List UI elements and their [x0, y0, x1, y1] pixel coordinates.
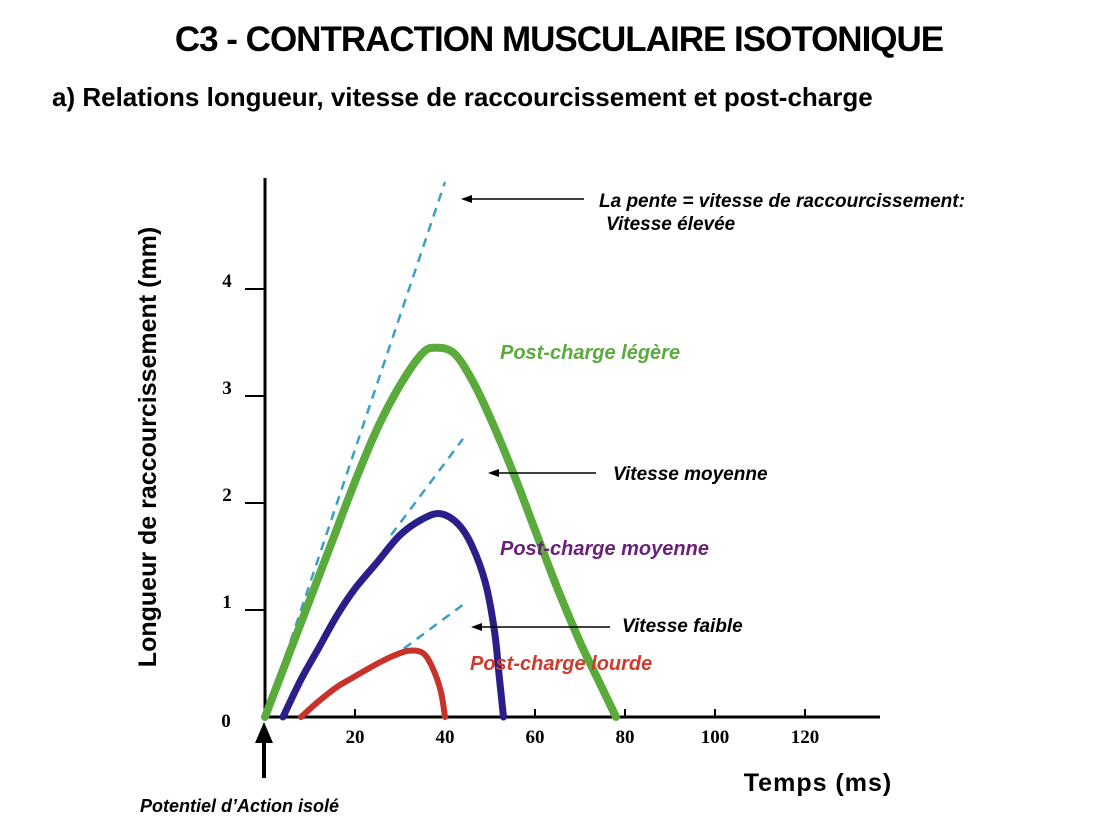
- page-title: C3 - CONTRACTION MUSCULAIRE ISOTONIQUE: [174, 20, 944, 59]
- y-ticks: 1 2 3 4: [222, 271, 265, 613]
- y-tick-label: 3: [222, 378, 232, 399]
- slope-title-annotation: La pente = vitesse de raccourcissement:: [599, 191, 965, 212]
- y-tick-label: 2: [222, 485, 232, 506]
- slope-high-annotation: Vitesse élevée: [606, 214, 736, 235]
- slope-line-medium: [389, 438, 465, 536]
- page-subtitle: a) Relations longueur, vitesse de raccou…: [52, 82, 873, 112]
- y-tick-label: 4: [222, 271, 232, 292]
- x-ticks: 20 40 60 80 100 120: [346, 709, 820, 748]
- y-tick-label: 1: [222, 592, 232, 613]
- slope-line-high: [263, 181, 447, 718]
- slope-low-annotation: Vitesse faible: [622, 616, 743, 637]
- x-tick-label: 100: [701, 727, 730, 748]
- x-tick-label: 40: [436, 727, 455, 748]
- x-tick-label: 80: [616, 727, 635, 748]
- x-tick-label: 20: [346, 727, 365, 748]
- series-label-heavy: Post-charge lourde: [470, 653, 652, 675]
- arrow-high-head: [461, 195, 472, 203]
- series-line-heavy: [298, 647, 448, 720]
- x-tick-label: 120: [791, 727, 820, 748]
- slope-lines: [263, 181, 465, 718]
- series-line-light: [261, 343, 620, 721]
- y-axis-label: Longueur de raccourcissement (mm): [134, 227, 162, 667]
- series-group: [261, 343, 620, 721]
- slope-medium-annotation: Vitesse moyenne: [613, 464, 768, 485]
- series-label-light: Post-charge légère: [500, 342, 680, 364]
- x-axis-label: Temps (ms): [744, 769, 892, 797]
- x-tick-label: 60: [526, 727, 545, 748]
- stimulus-label: Potentiel d’Action isolé: [140, 796, 339, 816]
- stimulus-arrow-head: [255, 722, 273, 743]
- series-label-medium: Post-charge moyenne: [500, 538, 709, 560]
- arrow-medium-head: [488, 469, 499, 477]
- series-line-medium: [279, 510, 507, 721]
- arrow-low-head: [471, 623, 482, 631]
- origin-label: 0: [221, 711, 231, 732]
